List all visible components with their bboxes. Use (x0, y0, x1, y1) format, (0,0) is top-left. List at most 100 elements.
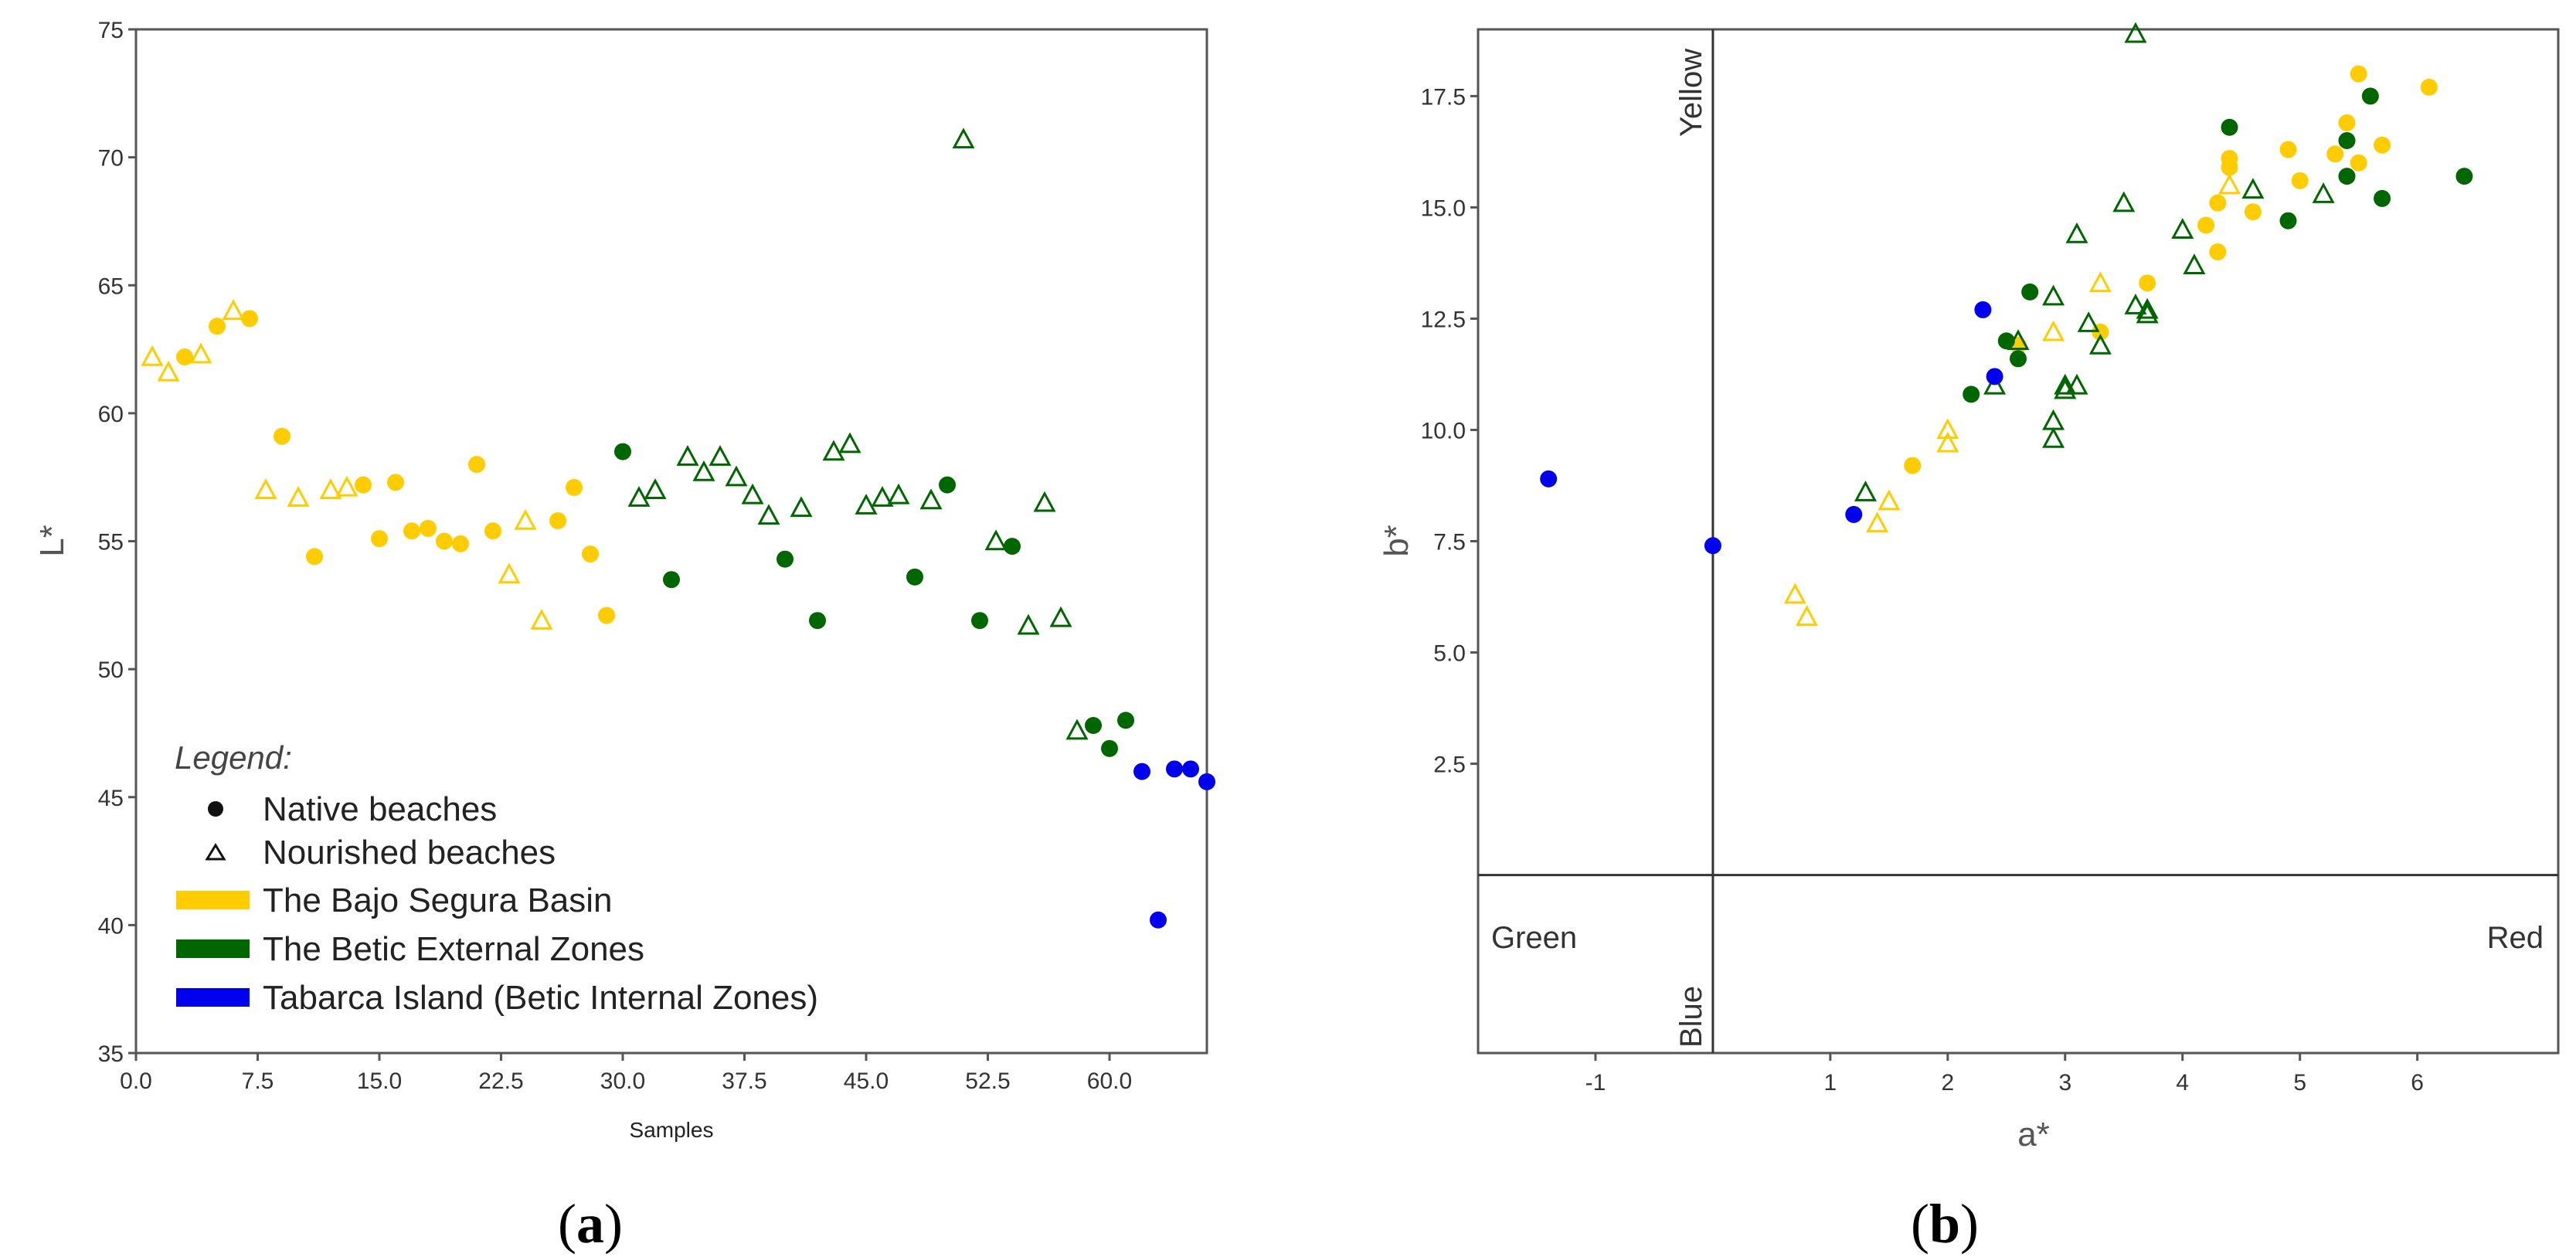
data-point-a (663, 571, 680, 589)
y-tick-label-b: 5.0 (1433, 641, 1466, 667)
legend-nourished-label: Nourished beaches (263, 834, 556, 871)
data-point-b (2007, 329, 2030, 350)
y-tick-label-a: 50 (98, 657, 124, 683)
data-point-a (484, 522, 501, 540)
data-point-b (1866, 511, 1889, 533)
data-point-b (2021, 283, 2039, 301)
data-point-a (871, 486, 894, 507)
data-point-b (2209, 243, 2227, 261)
data-point-b (2139, 274, 2156, 292)
data-point-b (2065, 373, 2088, 395)
data-point-b (2312, 182, 2335, 203)
data-point-a (319, 478, 342, 499)
data-point-a (971, 612, 988, 630)
x-tick-label-a: 0.0 (120, 1068, 152, 1094)
data-point-a (598, 606, 615, 624)
data-point-b (1540, 470, 1558, 488)
data-point-b (2010, 350, 2027, 368)
data-point-b (2209, 194, 2227, 212)
data-point-b (2420, 78, 2438, 96)
data-point-b (1904, 457, 1922, 474)
data-point-b (1983, 373, 2007, 395)
y-axis-label-a: L* (33, 525, 71, 557)
data-point-b (2279, 212, 2297, 229)
data-point-a (254, 478, 277, 499)
data-point-a (403, 522, 420, 540)
panel-label-a-close: ) (604, 1193, 623, 1255)
legend-betic-label: The Betic External Zones (263, 930, 644, 968)
data-point-b (2077, 311, 2100, 332)
data-point-a (838, 432, 861, 454)
legend-swatch-tabarca (176, 988, 250, 1007)
y-ticks-a: 35 40 45 50 55 60 65 70 75 (98, 18, 136, 1067)
data-point-a (387, 474, 404, 491)
data-point-b (2088, 271, 2112, 293)
data-point-a (452, 535, 469, 552)
data-point-b (2136, 302, 2159, 324)
data-point-a (1004, 538, 1021, 555)
data-point-a (952, 127, 975, 149)
data-point-a (676, 445, 699, 466)
data-point-b (2124, 294, 2147, 314)
data-point-a (1198, 773, 1215, 790)
y-tick-label-b: 7.5 (1433, 530, 1466, 555)
panel-label-a: ( a ) (558, 1193, 623, 1255)
data-point-b (2042, 284, 2065, 306)
legend-a: Legend: Native beaches Nourished beaches… (175, 739, 818, 1017)
data-point-a (709, 445, 732, 466)
data-point-b (2244, 203, 2262, 221)
x-ticks-b: -1 1 2 3 4 5 6 (1585, 1053, 2424, 1096)
panel-label-b-close: ) (1960, 1193, 1979, 1255)
data-point-b (1845, 505, 1863, 523)
y-tick-label-a: 75 (98, 18, 124, 43)
data-point-b (1974, 301, 1992, 318)
data-point-b (2088, 333, 2112, 355)
y-tick-label-a: 35 (98, 1041, 124, 1067)
y-tick-label-b: 10.0 (1421, 418, 1466, 443)
data-point-a (1133, 763, 1150, 780)
data-point-b (2112, 191, 2136, 212)
data-point-a (919, 488, 943, 510)
data-point-b (1986, 368, 2003, 386)
data-point-a (420, 519, 437, 537)
data-point-a (906, 568, 923, 586)
data-point-a (157, 360, 180, 382)
y-tick-label-a: 60 (98, 402, 124, 427)
data-point-b (2241, 178, 2265, 199)
data-point-b (2136, 297, 2159, 319)
x-tick-label-a: 45.0 (844, 1068, 889, 1094)
x-tick-label-a: 30.0 (600, 1068, 645, 1094)
data-point-a (614, 443, 631, 460)
x-tick-label-b: 5 (2293, 1070, 2306, 1096)
legend-bajo-label: The Bajo Segura Basin (263, 882, 613, 919)
data-point-a (514, 508, 537, 530)
data-point-a (189, 342, 212, 364)
x-tick-label-a: 7.5 (242, 1068, 274, 1094)
data-point-a (809, 612, 826, 630)
y-tick-label-a: 40 (98, 913, 124, 939)
data-point-a (566, 478, 583, 496)
points-a (141, 127, 1215, 929)
data-point-a (741, 483, 764, 504)
legend-marker-native (208, 801, 223, 817)
points-b (1540, 22, 2473, 627)
x-tick-label-a: 60.0 (1087, 1068, 1132, 1094)
data-point-a (1150, 911, 1167, 929)
data-point-b (2065, 222, 2088, 243)
data-point-a (371, 530, 388, 548)
data-point-b (2326, 145, 2344, 163)
legend-swatch-bajo (176, 891, 250, 909)
data-point-a (939, 476, 956, 494)
data-point-b (2338, 168, 2356, 185)
data-point-b (2197, 216, 2215, 234)
y-axis-label-b: b* (1378, 525, 1415, 557)
legend-native-label: Native beaches (263, 790, 497, 828)
plot-frame-b (1477, 28, 2560, 1055)
y-tick-label-b: 12.5 (1421, 307, 1466, 332)
data-point-b (2455, 168, 2473, 185)
data-point-a (725, 465, 748, 487)
data-point-a (355, 476, 372, 494)
x-axis-label-b: a* (2017, 1116, 2050, 1153)
panel-b-chart: 2.5 5.0 7.5 10.0 12.5 15.0 17.5 -1 1 2 3 4 5 6 Yello… (1378, 22, 2560, 1255)
data-point-a (241, 310, 258, 328)
